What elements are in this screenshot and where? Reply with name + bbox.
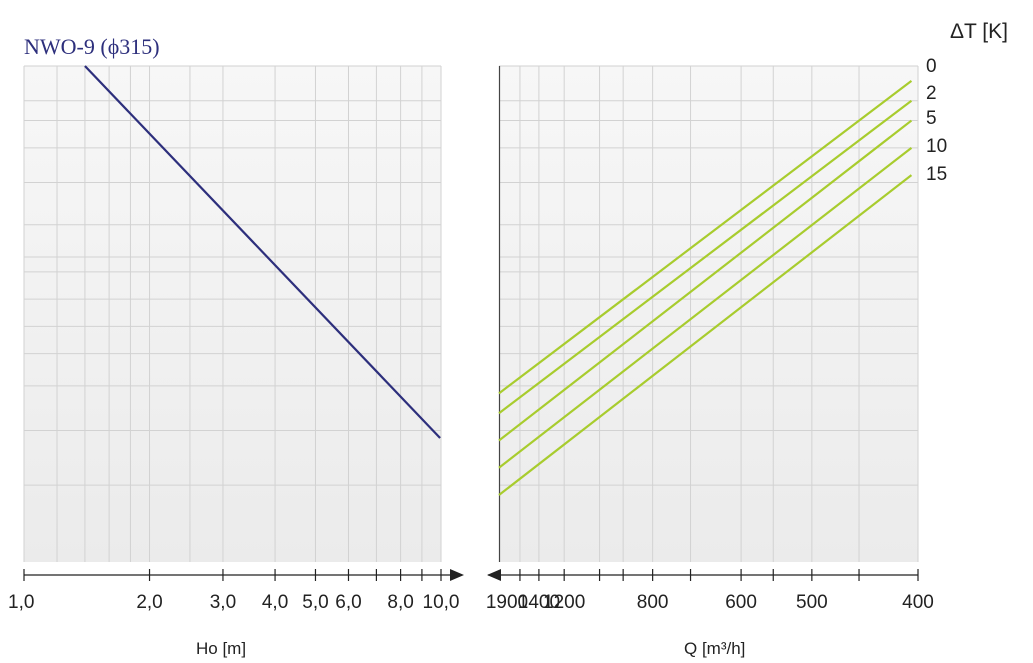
left-tick-label: 10,0 [423, 592, 460, 613]
left-axis-arrow [450, 569, 464, 581]
right-tick-label: 1400 [518, 592, 560, 613]
legend-values: 0 2 5 10 15 [926, 56, 947, 185]
right-tick-label: 500 [796, 592, 828, 613]
flow-series-line-10 [498, 146, 913, 469]
flow-series-line-5 [498, 119, 913, 442]
right-tick-label: 1200 [543, 592, 585, 613]
right-axis-arrow [487, 569, 501, 581]
flow-series-line-15 [498, 174, 913, 496]
right-grid [499, 65, 919, 562]
right-tick-label: 600 [725, 592, 757, 613]
left-tick-label: 2,0 [136, 592, 162, 613]
legend-value-15: 15 [926, 164, 947, 185]
head-series-group [84, 65, 441, 439]
left-grid [23, 65, 442, 562]
left-tick-label: 5,0 [302, 592, 328, 613]
left-plot-area [24, 66, 441, 562]
right-x-axis-label: Q [m³/h] [684, 639, 745, 658]
left-x-axis: 1,0 2,0 3,0 4,0 5,0 6,0 8,0 10,0 [8, 569, 464, 613]
right-tick-label: 800 [637, 592, 669, 613]
left-tick-label: 6,0 [335, 592, 361, 613]
right-tick-label: 400 [902, 592, 934, 613]
flow-series-line-0 [498, 80, 913, 395]
legend-title: ΔT [K] [950, 20, 1008, 43]
left-x-axis-label: Ho [m] [196, 639, 246, 658]
right-plot-area [499, 66, 918, 562]
right-tick-label: 1900 [486, 592, 528, 613]
legend-value-0: 0 [926, 56, 937, 77]
flow-series-group [498, 80, 913, 496]
chart-title: NWO-9 (ϕ315) [24, 34, 160, 59]
legend-value-5: 5 [926, 108, 937, 129]
left-tick-label: 4,0 [262, 592, 288, 613]
head-series-line [84, 65, 441, 439]
flow-series-line-2 [498, 99, 913, 415]
legend-value-2: 2 [926, 83, 937, 104]
left-tick-label: 8,0 [387, 592, 413, 613]
legend-value-10: 10 [926, 136, 947, 157]
left-tick-label: 3,0 [210, 592, 236, 613]
left-tick-label: 1,0 [8, 592, 34, 613]
